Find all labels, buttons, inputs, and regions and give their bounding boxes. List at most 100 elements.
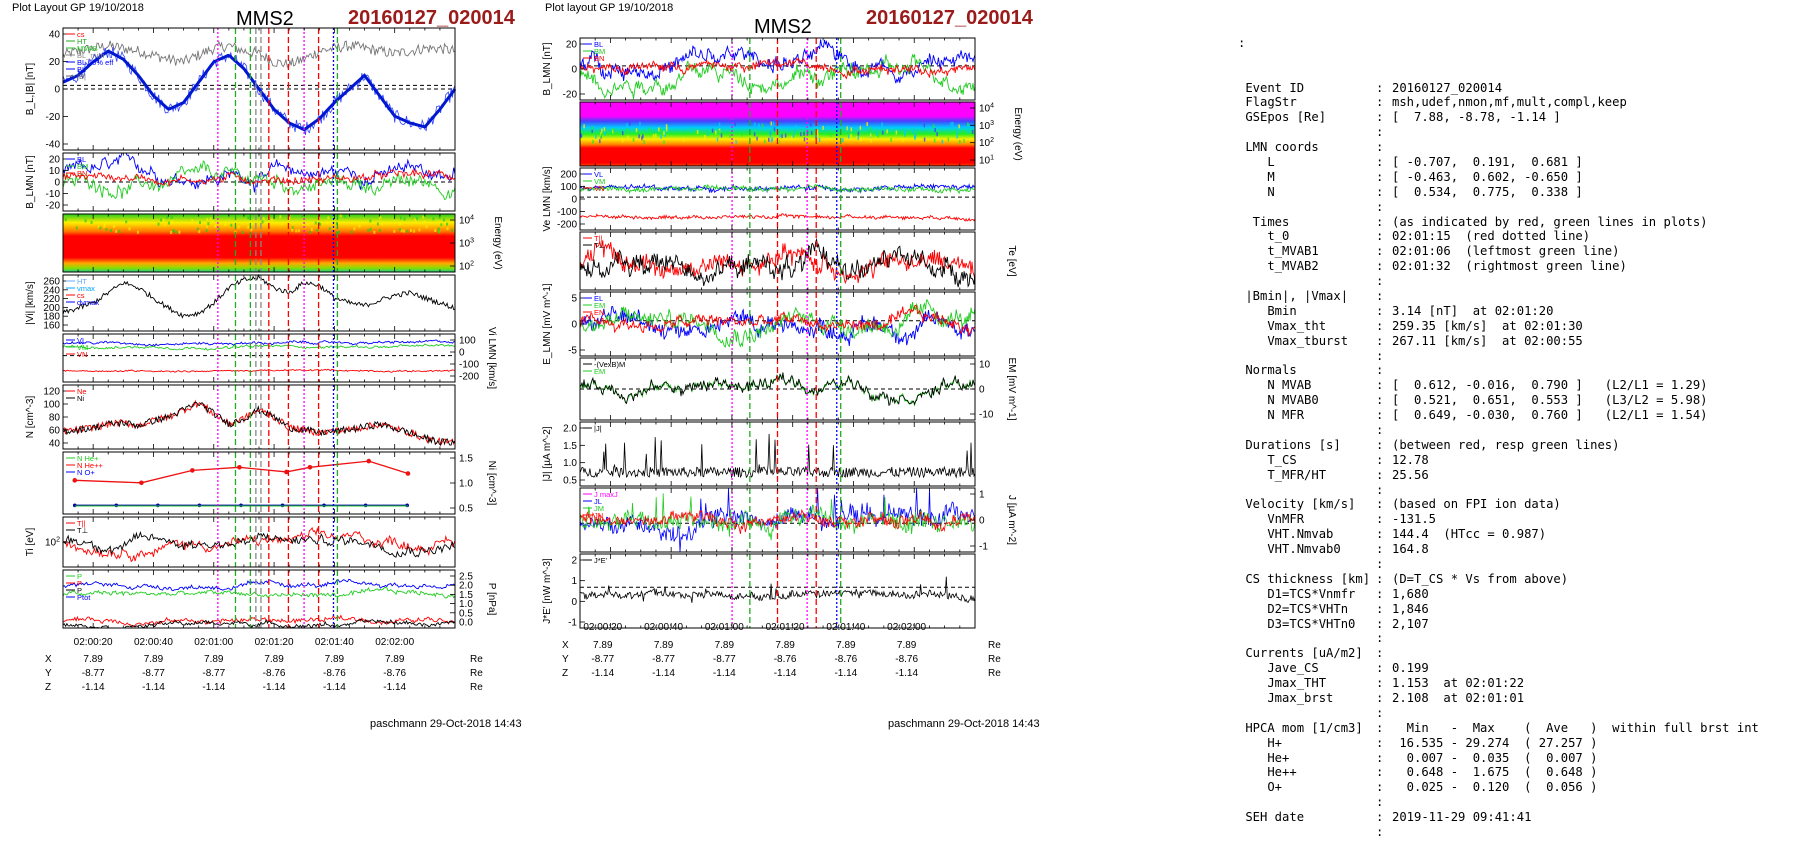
summary-colon: : [1376,363,1384,378]
summary-label [1238,274,1376,289]
summary-label: Times [1238,214,1290,229]
summary-value: [ 0.612, -0.016, 0.790 ] (L2/L1 = 1.29) [1392,378,1708,393]
spectrogram-speckle [376,222,379,226]
spectrogram-speckle [191,219,194,223]
spectrogram-speckle [307,222,310,226]
spectrogram-speckle [866,122,868,127]
summary-row: : [1238,349,1798,364]
summary-label: T_CS [1238,452,1297,467]
legend-label: VL [77,336,86,345]
spectrogram-speckle [206,225,209,229]
spectrogram-speckle [818,137,821,142]
y-tick-label: -10 [979,410,994,421]
y-tick-label: 40 [49,439,61,450]
y-tick-label: -10 [46,189,61,200]
ephem-value: -8.77 [591,654,614,665]
spectrogram-speckle [696,129,699,134]
summary-label: Event ID [1238,80,1305,95]
summary-label: Vmax_tht [1238,318,1327,333]
spectrogram-speckle [829,132,832,137]
spectrogram-speckle [198,220,201,224]
spectrogram-speckle [415,217,418,221]
spectrogram-speckle [230,223,233,227]
spectrogram-speckle [211,219,214,223]
spectrogram-speckle [665,124,668,129]
spectrogram-speckle [806,130,809,135]
y-tick-label: 103 [979,120,994,132]
series-line [62,339,456,347]
summary-row: : [1238,125,1798,140]
spectrogram-speckle [279,215,282,219]
summary-label: O+ [1238,780,1283,795]
ephem-value: -8.77 [82,668,105,679]
legend-label: HT [77,277,87,286]
series-line [62,401,456,446]
spectrogram-speckle [291,226,294,230]
spectrogram-speckle [682,137,685,142]
spectrogram-speckle [403,229,406,233]
summary-label: CS thickness [km] [1238,571,1371,586]
spectrogram-speckle [841,126,843,131]
spectrogram-speckle [125,220,128,224]
spectrogram-speckle [781,134,783,139]
data-point [366,458,372,464]
y-axis-label: Ni [cm^-3] [486,461,497,506]
summary-colon: : [1376,467,1384,482]
spectrogram-speckle [237,225,240,229]
summary-colon: : [1376,527,1384,542]
spectrogram-speckle [734,122,736,127]
summary-label: SEH date [1238,810,1305,825]
summary-label [1238,125,1376,140]
spectrogram-speckle [923,137,926,142]
ephem-value: 7.89 [385,654,405,665]
spectrogram-speckle [881,130,884,135]
legend-label: BL 50% eff [77,58,114,67]
summary-colon: : [1376,676,1384,691]
spectrogram-speckle [166,215,169,219]
ephem-value: 7.89 [897,640,917,651]
spectrogram-speckle [968,123,970,128]
legend-label: P [77,572,82,581]
summary-row: : [1238,200,1798,215]
spectrogram-speckle [207,222,210,226]
data-point [72,503,77,508]
spectrogram-speckle [310,228,313,232]
spectrogram-speckle [247,216,250,220]
ephem-value: 7.89 [654,640,674,651]
spectrogram-speckle [442,218,445,222]
spectrogram-speckle [97,225,100,229]
summary-colon: : [1376,661,1384,676]
summary-value: Min - Max ( Ave ) within full brst int [1392,720,1759,735]
y-tick-label: -40 [46,140,61,151]
spectrogram-speckle [816,132,819,137]
summary-row: t_MVAB2:02:01:32 (rightmost green line) [1238,259,1798,274]
spectrogram-speckle [827,125,829,130]
spectrogram-speckle [718,130,721,135]
summary-colon: : [1376,705,1384,720]
spectrogram-speckle [660,134,662,139]
summary-row: T_MFR/HT:25.56 [1238,468,1798,483]
spectrogram-speckle [643,140,645,145]
spectrogram-speckle [803,137,806,142]
legend-label: JL [594,497,602,506]
spectrogram-speckle [790,136,793,141]
spectrogram-speckle [418,228,421,232]
ephem-unit: Re [470,668,483,679]
y-tick-label: 0 [571,195,577,206]
spectrogram-speckle [157,222,160,226]
y-tick-label: 2.5 [459,572,473,583]
summary-colon: : [1376,571,1384,586]
summary-row: N MVAB0: [ 0.521, 0.651, 0.553 ] (L3/L2 =… [1238,393,1798,408]
data-point [72,478,78,483]
spectrogram-speckle [369,219,372,223]
summary-colon: : [1376,557,1384,572]
y-axis-label: Te [eV] [1006,245,1017,276]
spectrogram-speckle [367,228,370,232]
ephem-value: -1.14 [774,668,797,679]
y-tick-label: 0.5 [563,476,577,487]
